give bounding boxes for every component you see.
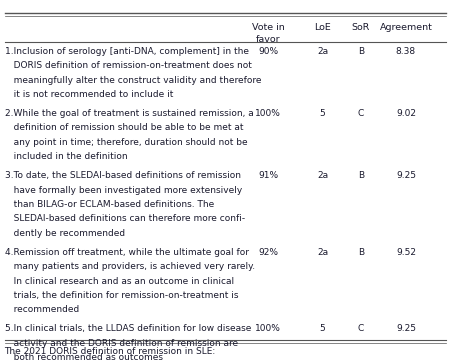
Text: have formally been investigated more extensively: have formally been investigated more ext… [5,186,242,195]
Text: trials, the definition for remission-on-treatment is: trials, the definition for remission-on-… [5,291,238,300]
Text: 8.38: 8.38 [396,47,416,56]
Text: 1.Inclusion of serology [anti-DNA, complement] in the: 1.Inclusion of serology [anti-DNA, compl… [5,47,249,56]
Text: 5.In clinical trials, the LLDAS definition for low disease: 5.In clinical trials, the LLDAS definiti… [5,324,251,333]
Text: 90%: 90% [258,47,278,56]
Text: B: B [358,171,364,180]
Text: 100%: 100% [255,109,281,118]
Text: many patients and providers, is achieved very rarely.: many patients and providers, is achieved… [5,262,255,271]
Text: included in the definition: included in the definition [5,152,127,161]
Text: SLEDAI-based definitions can therefore more confi-: SLEDAI-based definitions can therefore m… [5,214,244,223]
Text: 92%: 92% [258,248,278,257]
Text: In clinical research and as an outcome in clinical: In clinical research and as an outcome i… [5,277,234,286]
Text: 5: 5 [320,324,325,333]
Text: B: B [358,47,364,56]
Text: C: C [358,324,364,333]
Text: recommended: recommended [5,305,79,314]
Text: meaningfully alter the construct validity and therefore: meaningfully alter the construct validit… [5,76,261,85]
Text: 9.25: 9.25 [396,324,416,333]
Text: The 2021 DORIS definition of remission in SLE:: The 2021 DORIS definition of remission i… [5,347,216,356]
Text: DORIS definition of remission-on-treatment does not: DORIS definition of remission-on-treatme… [5,61,251,70]
Text: 2a: 2a [317,171,328,180]
Text: 5: 5 [320,109,325,118]
Text: than BILAG-or ECLAM-based definitions. The: than BILAG-or ECLAM-based definitions. T… [5,200,214,209]
Text: 2a: 2a [317,248,328,257]
Text: 2.While the goal of treatment is sustained remission, a: 2.While the goal of treatment is sustain… [5,109,253,118]
Text: SoR: SoR [352,23,370,32]
Text: 91%: 91% [258,171,278,180]
Text: definition of remission should be able to be met at: definition of remission should be able t… [5,123,243,132]
Text: C: C [358,109,364,118]
Text: Vote in
favor: Vote in favor [252,23,285,44]
Text: dently be recommended: dently be recommended [5,229,124,238]
Text: Agreement: Agreement [379,23,433,32]
Text: 9.52: 9.52 [396,248,416,257]
Text: 100%: 100% [255,324,281,333]
Text: any point in time; therefore, duration should not be: any point in time; therefore, duration s… [5,138,247,147]
Text: it is not recommended to include it: it is not recommended to include it [5,90,173,99]
Text: 2a: 2a [317,47,328,56]
Text: 3.To date, the SLEDAI-based definitions of remission: 3.To date, the SLEDAI-based definitions … [5,171,240,180]
Text: 9.25: 9.25 [396,171,416,180]
Text: 9.02: 9.02 [396,109,416,118]
Text: activity and the DORIS definition of remission are: activity and the DORIS definition of rem… [5,339,238,348]
Text: 4.Remission off treatment, while the ultimate goal for: 4.Remission off treatment, while the ult… [5,248,249,257]
Text: LoE: LoE [314,23,331,32]
Text: both recommended as outcomes: both recommended as outcomes [5,353,162,361]
Text: B: B [358,248,364,257]
